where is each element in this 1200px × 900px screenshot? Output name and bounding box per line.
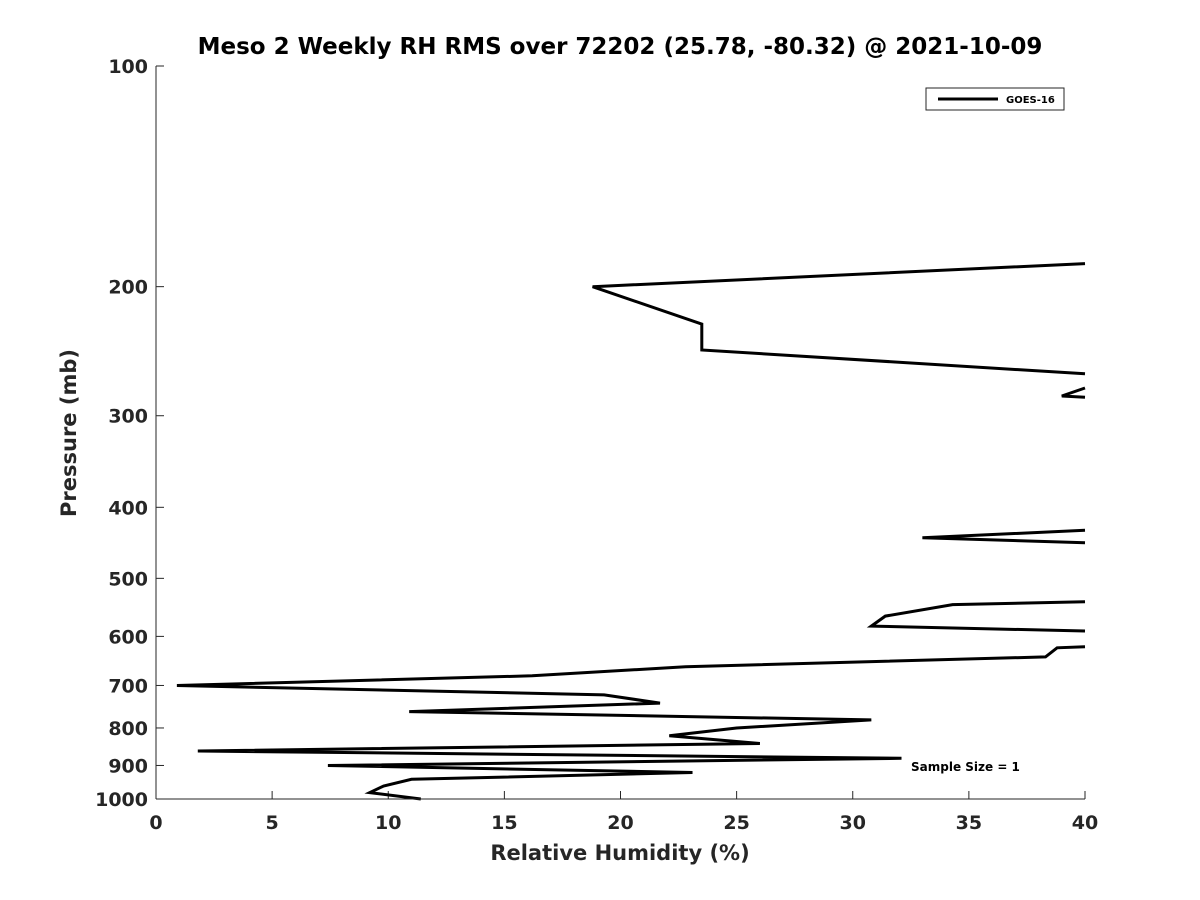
sample-size-annotation: Sample Size = 1 xyxy=(911,760,1020,774)
series-line-goes-16 xyxy=(866,600,1086,633)
y-tick-label: 200 xyxy=(108,277,148,299)
x-tick-label: 25 xyxy=(723,812,749,834)
x-tick-label: 5 xyxy=(266,812,279,834)
y-tick-label: 300 xyxy=(108,406,148,428)
legend-label-goes-16: GOES-16 xyxy=(1006,95,1055,106)
x-tick-label: 20 xyxy=(607,812,633,834)
x-tick-label: 30 xyxy=(840,812,866,834)
y-tick-label: 100 xyxy=(108,56,148,78)
series-line-goes-16 xyxy=(1061,386,1086,399)
y-tick-label: 1000 xyxy=(95,789,148,811)
series-line-goes-16 xyxy=(176,645,1086,801)
x-tick-label: 15 xyxy=(491,812,517,834)
legend: GOES-16 xyxy=(925,87,1065,111)
series-line-goes-16 xyxy=(922,528,1086,545)
y-tick-label: 400 xyxy=(108,497,148,519)
chart-title: Meso 2 Weekly RH RMS over 72202 (25.78, … xyxy=(198,34,1043,60)
y-tick-label: 800 xyxy=(108,718,148,740)
x-axis-label: Relative Humidity (%) xyxy=(490,841,749,865)
y-tick-label: 900 xyxy=(108,755,148,777)
x-tick-label: 40 xyxy=(1072,812,1098,834)
series-lines xyxy=(176,262,1086,801)
y-axis-label: Pressure (mb) xyxy=(57,349,81,517)
y-tick-label: 500 xyxy=(108,568,148,590)
series-line-goes-16 xyxy=(592,262,1086,376)
x-tick-label: 35 xyxy=(956,812,982,834)
x-tick-label: 0 xyxy=(149,812,162,834)
y-tick-label: 600 xyxy=(108,626,148,648)
x-tick-label: 10 xyxy=(375,812,401,834)
axis-ticks: 0 5 10 15 20 25 30 35 40 100 200 300 400 500 600 700 800… xyxy=(95,56,1098,834)
y-tick-label: 700 xyxy=(108,675,148,697)
